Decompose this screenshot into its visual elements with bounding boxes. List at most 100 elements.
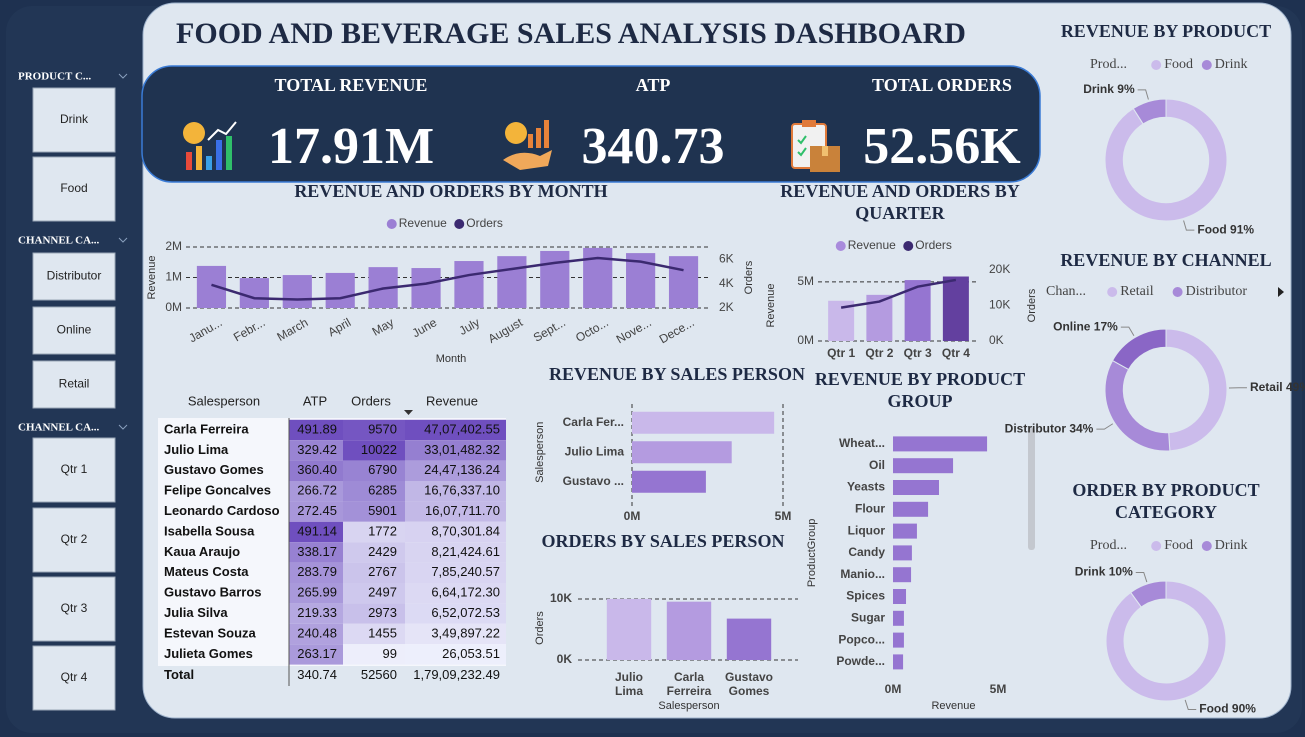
slicer-item: Online: [57, 323, 92, 337]
table-cell-bg: [289, 440, 343, 461]
slicer-title: PRODUCT C...: [18, 71, 91, 83]
y-tick-label: 10K: [550, 591, 572, 605]
kpi-label: TOTAL ORDERS: [872, 75, 1012, 95]
table-cell: 99: [383, 646, 397, 661]
bar: [893, 632, 904, 648]
table-cell-bg: [405, 521, 506, 543]
y-axis-label: Orders: [534, 611, 546, 645]
table-cell: 240.48: [297, 625, 337, 640]
y-tick-label: Carla Fer...: [563, 415, 624, 429]
table-cell: 2497: [368, 585, 397, 600]
sort-indicator[interactable]: [404, 410, 413, 415]
table-header: ATP: [303, 393, 327, 408]
legend-marker: [1172, 287, 1183, 297]
legend-label: Orders: [915, 238, 952, 252]
table-cell-bg: [289, 460, 343, 481]
table-cell-bg: [343, 623, 405, 645]
legend-marker: [1201, 60, 1212, 70]
kpi-icon-atp: [503, 120, 552, 170]
scrollbar[interactable]: [1028, 428, 1035, 550]
table-cell: 3,49,897.22: [431, 625, 500, 640]
y-tick-label: 5M: [797, 274, 814, 288]
table-cell: Julieta Gomes: [164, 646, 253, 661]
legend-label: Food: [1164, 538, 1193, 553]
data-label: Drink 10%: [1075, 565, 1133, 579]
table-cell: 24,47,136.24: [424, 462, 500, 477]
leader-line: [1135, 572, 1148, 583]
slicer-button[interactable]: [32, 156, 116, 222]
slicer-button[interactable]: [32, 645, 116, 711]
text-line: Gomes: [729, 684, 770, 698]
slicer-chevron[interactable]: [118, 237, 128, 243]
kpi-label: TOTAL REVENUE: [275, 75, 428, 95]
table-cell: Julia Silva: [164, 605, 228, 620]
y-tick-label: Candy: [848, 545, 885, 559]
y-tick-label: Spices: [846, 589, 885, 603]
table-cell: 7,85,240.57: [431, 564, 500, 579]
slicer-item: Qtr 1: [61, 462, 88, 476]
leader-line: [1096, 423, 1114, 430]
leader-line: [1137, 89, 1149, 100]
table-cell-bg: [343, 481, 405, 502]
table-cell: 8,70,301.84: [431, 523, 500, 538]
legend-label: Revenue: [848, 238, 896, 252]
slicer-button[interactable]: [32, 87, 116, 153]
table-cell-bg: [405, 440, 506, 461]
table-cell-bg: [405, 583, 506, 604]
slicer-button[interactable]: [32, 252, 116, 301]
slicer-item: Qtr 3: [61, 601, 88, 615]
text-line: GROUP: [888, 391, 953, 411]
table-cell: 491.89: [297, 421, 337, 436]
bar: [893, 654, 904, 670]
legend-arrow[interactable]: [1278, 287, 1284, 297]
table-cell: 283.79: [297, 564, 337, 579]
slicer-chevron[interactable]: [118, 73, 128, 79]
table-cell-bg: [405, 623, 506, 645]
legend-label: Drink: [1215, 538, 1248, 553]
table-header: Salesperson: [188, 393, 260, 408]
bar: [893, 523, 917, 539]
table-cell-bg: [289, 603, 343, 624]
table-cell: 26,053.51: [442, 646, 500, 661]
legend-label: Revenue: [399, 216, 447, 230]
table-cell: 1455: [368, 625, 397, 640]
table-cell: 47,07,402.55: [424, 421, 500, 436]
y2-tick-label: 2K: [719, 300, 734, 314]
bar: [666, 601, 712, 660]
table-cell-bg: [343, 419, 405, 441]
y-tick-label: Yeasts: [847, 480, 885, 494]
slicer-button[interactable]: [32, 306, 116, 355]
bar: [411, 268, 441, 308]
slicer-button[interactable]: [32, 507, 116, 573]
table-cell-bg: [343, 603, 405, 624]
leader-line: [1184, 699, 1197, 710]
slicer-button[interactable]: [32, 360, 116, 409]
table-cell-bg: [289, 644, 343, 665]
leader-line: [1183, 220, 1195, 231]
slicer-chevron[interactable]: [118, 424, 128, 430]
y-tick-label: Powde...: [836, 654, 885, 668]
slicer-button[interactable]: [32, 576, 116, 642]
table-cell-bg: [405, 460, 506, 481]
table-cell-bg: [343, 521, 405, 543]
kpi-icon-orders: [791, 120, 840, 172]
legend-title: Prod...: [1090, 57, 1127, 72]
table-cell-bg: [405, 603, 506, 624]
chart-title: REVENUE BY SALES PERSON: [549, 364, 805, 384]
table-cell: 491.14: [297, 523, 337, 538]
bar: [893, 610, 904, 626]
slicer-button[interactable]: [32, 437, 116, 503]
data-label: Retail 49%: [1250, 380, 1305, 394]
y2-tick-label: 20K: [989, 262, 1010, 276]
table-cell: 33,01,482.32: [424, 442, 500, 457]
x-tick-label: Carla Ferreira: [667, 670, 712, 698]
bar: [239, 278, 269, 308]
y2-tick-label: 0K: [989, 333, 1004, 347]
legend-marker: [454, 219, 465, 229]
kpi-value: 17.91M: [268, 118, 434, 175]
table-cell: 2767: [368, 564, 397, 579]
y2-axis-label: Orders: [743, 260, 755, 294]
table-cell-bg: [343, 562, 405, 583]
bar: [893, 567, 912, 583]
